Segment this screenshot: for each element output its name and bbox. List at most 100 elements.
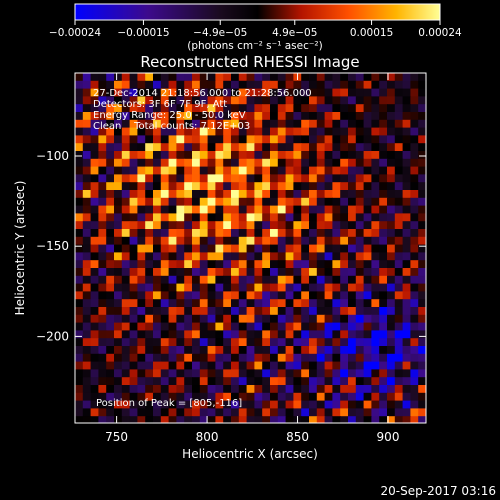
heatmap-cell (355, 291, 365, 300)
heatmap-cell (207, 88, 216, 97)
heatmap-cell (254, 369, 263, 378)
heatmap-cell (301, 307, 310, 316)
heatmap-cell (340, 197, 349, 207)
heatmap-cell (379, 408, 388, 417)
heatmap-cell (363, 73, 372, 82)
heatmap-cell (168, 299, 177, 308)
heatmap-cell (270, 135, 279, 144)
heatmap-cell (106, 369, 115, 378)
heatmap-cell (137, 96, 146, 105)
heatmap-cell (254, 268, 263, 277)
heatmap-cell (153, 377, 162, 386)
heatmap-cell (277, 268, 287, 277)
heatmap-cell (90, 361, 99, 370)
heatmap-cell (238, 322, 248, 331)
heatmap-cell (285, 260, 294, 269)
heatmap-cell (129, 197, 138, 207)
heatmap-cell (137, 416, 146, 423)
heatmap-cell (387, 392, 396, 402)
heatmap-cell (192, 166, 201, 175)
heatmap-cell (363, 260, 372, 269)
heatmap-cell (246, 275, 255, 285)
heatmap-cell (121, 377, 131, 386)
heatmap-cell (160, 127, 170, 136)
heatmap-cell (324, 112, 333, 121)
heatmap-cell (223, 213, 232, 222)
heatmap-cell (324, 158, 333, 168)
heatmap-cell (324, 135, 333, 144)
heatmap-cell (223, 166, 232, 175)
heatmap-cell (168, 135, 177, 144)
heatmap-cell (293, 205, 302, 214)
heatmap-cell (371, 275, 380, 285)
heatmap-cell (192, 190, 201, 199)
heatmap-cell (184, 174, 193, 183)
heatmap-cell (410, 322, 419, 331)
heatmap-cell (254, 158, 263, 168)
colorbar-gradient (74, 3, 441, 21)
heatmap-cell (223, 275, 232, 285)
heatmap-cell (379, 244, 388, 253)
heatmap-cell (176, 275, 185, 285)
heatmap-cell (324, 73, 333, 82)
heatmap-cell (262, 260, 271, 269)
heatmap-cell (301, 197, 310, 207)
heatmap-cell (410, 104, 419, 113)
heatmap-cell (355, 143, 365, 152)
heatmap-cell (90, 197, 99, 207)
heatmap-cell (207, 346, 216, 355)
heatmap-cell (270, 119, 279, 129)
heatmap-cell (160, 291, 170, 300)
heatmap-cell (98, 361, 107, 370)
heatmap-cell (418, 416, 426, 423)
heatmap-cell (285, 314, 294, 324)
heatmap-cell (145, 322, 154, 331)
heatmap-cell (324, 377, 333, 386)
heatmap-cell (332, 361, 341, 370)
heatmap-cell (348, 174, 357, 183)
heatmap-cell (340, 73, 349, 82)
heatmap-cell (363, 205, 372, 214)
heatmap-cell (231, 416, 240, 423)
heatmap-cell (168, 236, 177, 246)
heatmap-cell (75, 104, 84, 113)
heatmap-cell (153, 260, 162, 269)
heatmap-cell (168, 307, 177, 316)
heatmap-cell (90, 205, 99, 214)
heatmap-cell (199, 416, 209, 423)
heatmap-cell (363, 346, 372, 355)
heatmap-cell (207, 96, 216, 105)
heatmap-cell (270, 353, 279, 363)
heatmap-cell (90, 322, 99, 331)
heatmap-cell (379, 213, 388, 222)
heatmap-cell (129, 221, 138, 230)
heatmap-cell (410, 385, 419, 394)
heatmap-cell (137, 244, 146, 253)
heatmap-cell (301, 400, 310, 409)
heatmap-cell (309, 416, 318, 423)
heatmap-cell (199, 307, 209, 316)
heatmap-cell (309, 166, 318, 175)
heatmap-cell (285, 268, 294, 277)
heatmap-cell (363, 80, 372, 90)
heatmap-cell (394, 416, 404, 423)
heatmap-cell (238, 127, 248, 136)
heatmap-cell (168, 104, 177, 113)
heatmap-cell (293, 330, 302, 339)
heatmap-cell (129, 205, 138, 214)
x-tick-label: 800 (196, 430, 219, 444)
heatmap-cell (153, 385, 162, 394)
heatmap-cell (215, 80, 224, 90)
heatmap-cell (168, 182, 177, 191)
heatmap-cell (231, 190, 240, 199)
heatmap-cell (348, 385, 357, 394)
heatmap-cell (332, 392, 341, 402)
heatmap-cell (153, 408, 162, 417)
heatmap-cell (82, 73, 92, 82)
heatmap-cell (270, 314, 279, 324)
heatmap-cell (355, 174, 365, 183)
heatmap-cell (379, 73, 388, 82)
heatmap-cell (285, 190, 294, 199)
heatmap-cell (98, 369, 107, 378)
heatmap-cell (254, 392, 263, 402)
